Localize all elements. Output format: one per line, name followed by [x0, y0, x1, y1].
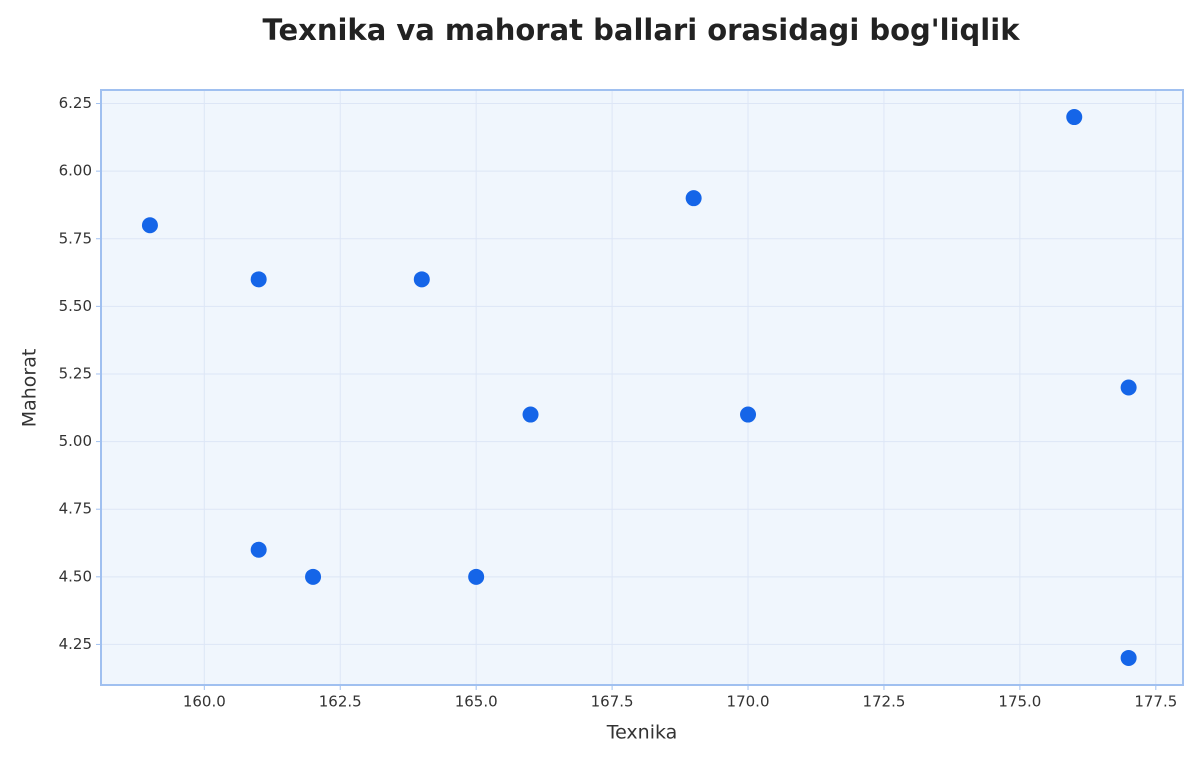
- y-tick-label: 4.50: [59, 567, 92, 585]
- point: [250, 271, 267, 288]
- plot-area: [101, 90, 1183, 685]
- point: [740, 406, 757, 423]
- point: [413, 271, 430, 288]
- x-tick-label: 167.5: [591, 693, 634, 711]
- point: [685, 190, 702, 207]
- point: [305, 568, 322, 585]
- x-tick-label: 165.0: [455, 693, 498, 711]
- x-axis-label: Texnika: [606, 722, 678, 744]
- point: [250, 541, 267, 558]
- y-tick-label: 4.25: [59, 635, 92, 653]
- y-tick-label: 6.25: [59, 94, 92, 112]
- x-tick-label: 170.0: [727, 693, 770, 711]
- y-tick-label: 5.25: [59, 364, 92, 382]
- point: [1066, 109, 1083, 126]
- point: [522, 406, 539, 423]
- plot-border: [100, 89, 1184, 686]
- y-tick-label: 6.00: [59, 162, 92, 180]
- y-tick-label: 4.75: [59, 500, 92, 518]
- y-tick-label: 5.50: [59, 297, 92, 315]
- point: [1120, 649, 1137, 666]
- chart-title: Texnika va mahorat ballari orasidagi bog…: [263, 13, 1021, 47]
- x-tick-label: 175.0: [998, 693, 1041, 711]
- x-tick-label: 160.0: [183, 693, 226, 711]
- point: [141, 217, 158, 234]
- x-tick-label: 172.5: [862, 693, 905, 711]
- point: [1120, 379, 1137, 396]
- point: [468, 568, 485, 585]
- y-axis-label: Mahorat: [19, 349, 41, 428]
- x-tick-label: 177.5: [1134, 693, 1177, 711]
- x-tick-label: 162.5: [319, 693, 362, 711]
- y-tick-label: 5.00: [59, 432, 92, 450]
- y-tick-label: 5.75: [59, 229, 92, 247]
